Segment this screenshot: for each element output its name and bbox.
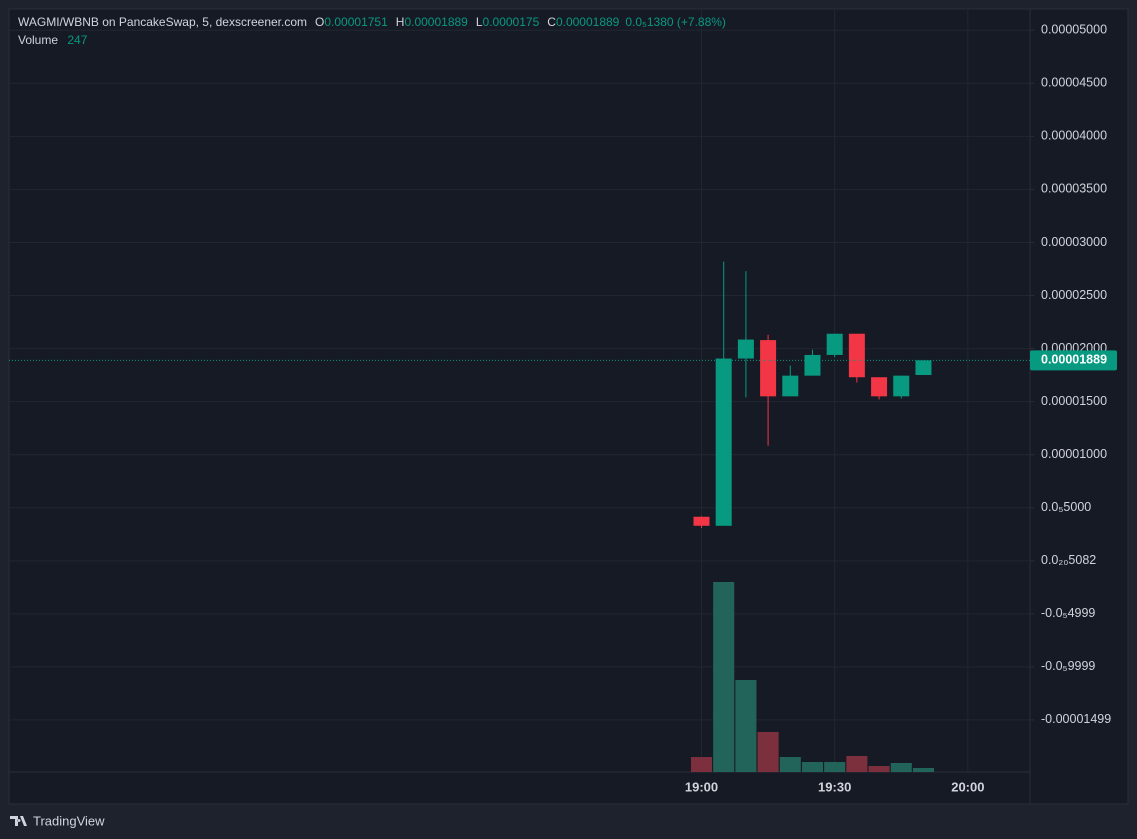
y-tick-label: 0.0₂₀5082 [1041, 553, 1096, 567]
volume-bar [757, 732, 779, 772]
x-tick-label: 19:00 [685, 779, 718, 794]
candle-body [760, 340, 777, 397]
y-tick-label: -0.0₅9999 [1041, 659, 1095, 673]
ohlc-label: C [547, 15, 556, 29]
x-tick-label: 20:00 [951, 779, 984, 794]
change: 0.0₅1380 (+7.88%) [625, 15, 726, 29]
ohlc-value: 0.00001751 [324, 15, 388, 29]
candle-body [893, 375, 910, 397]
y-tick-label: 0.00005000 [1041, 23, 1107, 37]
volume-bar [801, 761, 824, 772]
ohlc-label: O [315, 15, 324, 29]
y-tick-label: -0.00001499 [1041, 712, 1111, 726]
volume-value: 247 [67, 33, 87, 47]
legend-line: WAGMI/WBNB on PancakeSwap, 5, dexscreene… [18, 15, 726, 29]
volume-bar [868, 765, 890, 772]
ohlc-value: 0.00001889 [556, 15, 620, 29]
candle-body [848, 333, 865, 378]
chart-pane [8, 8, 1129, 805]
last-price-label: 0.00001889 [1041, 353, 1107, 367]
logo [10, 816, 27, 826]
volume-label: Volume [18, 33, 58, 47]
y-tick-label: 0.00001500 [1041, 394, 1107, 408]
x-tick-label: 19:30 [818, 779, 851, 794]
header: WAGMI/WBNB on PancakeSwap, 5, dexscreene… [18, 15, 726, 47]
volume-bar [779, 757, 801, 772]
ohlc-value: 0.0000175 [483, 15, 540, 29]
labels: 0.00005000 0.00004500 0.00004000 0.00003500… [685, 23, 1117, 794]
brand: TradingView [33, 813, 105, 828]
candle-body [915, 360, 932, 376]
volume-bar [846, 756, 868, 772]
volume-bar [912, 768, 935, 772]
ohlc-label: H [396, 15, 405, 29]
y-tick-label: 0.00001000 [1041, 447, 1107, 461]
marks [9, 261, 1030, 772]
y-tick-label: 0.0₅5000 [1041, 500, 1091, 514]
footer: TradingView [10, 813, 105, 828]
volume-bar [890, 762, 912, 772]
grid [9, 9, 1030, 772]
y-tick-label: 0.00004500 [1041, 76, 1107, 90]
y-tick-label: -0.0₅4999 [1041, 606, 1095, 620]
candle-body [826, 333, 843, 355]
ohlc-value: 0.00001889 [404, 15, 468, 29]
ohlc-label: L [476, 15, 483, 29]
volume-bar [690, 757, 713, 772]
candle-body [782, 375, 799, 397]
volume-bar [713, 582, 735, 772]
candle-body [804, 354, 821, 376]
candle-body [737, 339, 754, 359]
volume-legend: Volume 247 [18, 33, 88, 47]
symbol: WAGMI/WBNB on PancakeSwap, 5, dexscreene… [18, 15, 307, 29]
y-tick-label: 0.00003000 [1041, 235, 1107, 249]
candle-body [871, 377, 888, 397]
candle-body [715, 358, 732, 526]
last-price-box [1030, 350, 1117, 371]
y-tick-label: 0.00003500 [1041, 182, 1107, 196]
candle-body [693, 516, 710, 526]
volume-bar [735, 680, 757, 772]
y-tick-label: 0.00004000 [1041, 129, 1107, 143]
y-tick-label: 0.00002500 [1041, 288, 1107, 302]
volume-bar [824, 761, 846, 772]
